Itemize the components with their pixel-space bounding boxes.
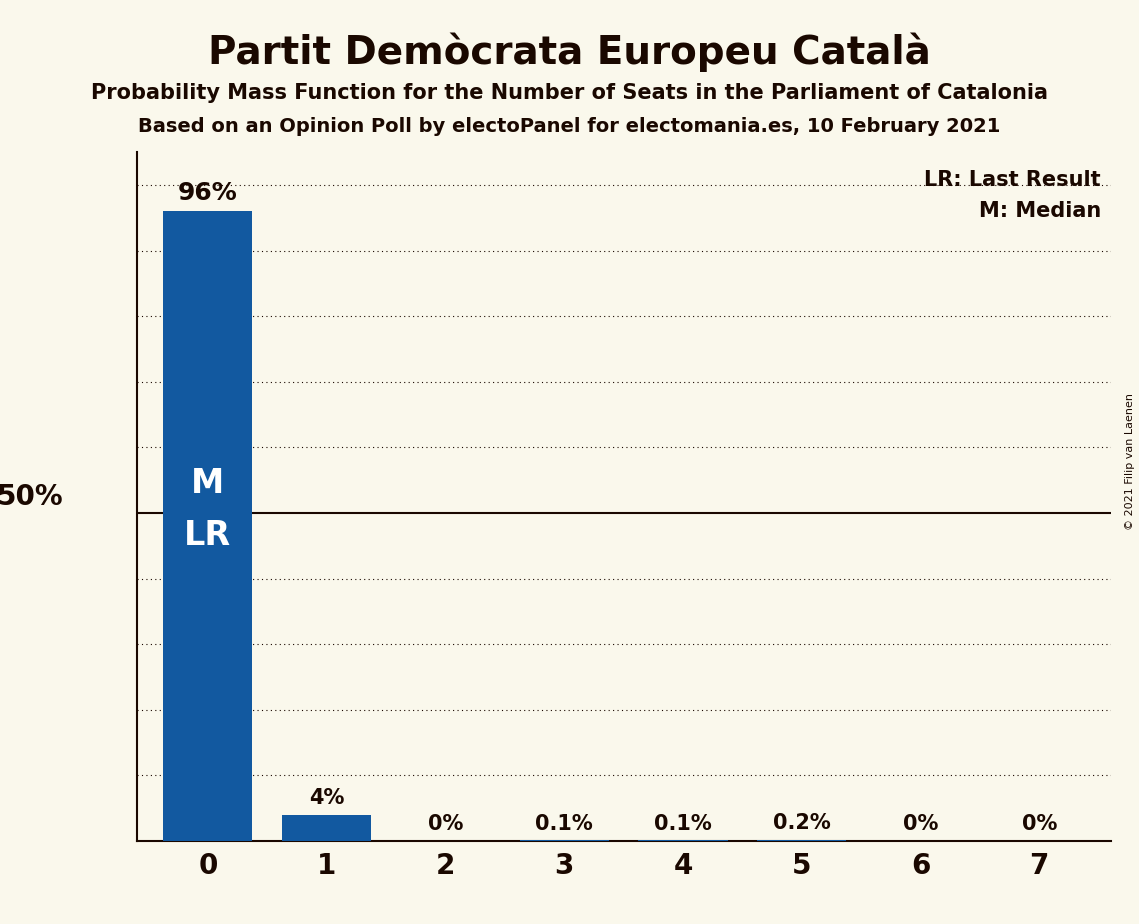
Text: 0%: 0% xyxy=(428,814,464,834)
Text: 0.2%: 0.2% xyxy=(773,813,830,833)
Text: Partit Demòcrata Europeu Català: Partit Demòcrata Europeu Català xyxy=(208,32,931,72)
Text: 0.1%: 0.1% xyxy=(535,814,593,833)
Text: LR: LR xyxy=(185,519,231,553)
Bar xyxy=(282,815,371,841)
Text: 50%: 50% xyxy=(0,482,64,511)
Text: 0.1%: 0.1% xyxy=(654,814,712,833)
Text: LR: Last Result: LR: Last Result xyxy=(924,170,1100,189)
Text: Based on an Opinion Poll by electoPanel for electomania.es, 10 February 2021: Based on an Opinion Poll by electoPanel … xyxy=(138,117,1001,137)
Text: Probability Mass Function for the Number of Seats in the Parliament of Catalonia: Probability Mass Function for the Number… xyxy=(91,83,1048,103)
Bar xyxy=(163,212,253,841)
Text: M: Median: M: Median xyxy=(978,201,1100,221)
Text: M: M xyxy=(191,467,224,500)
Text: 0%: 0% xyxy=(1022,814,1057,834)
Text: 0%: 0% xyxy=(903,814,939,834)
Text: © 2021 Filip van Laenen: © 2021 Filip van Laenen xyxy=(1125,394,1134,530)
Text: 96%: 96% xyxy=(178,181,238,205)
Bar xyxy=(757,840,846,841)
Text: 4%: 4% xyxy=(309,788,344,808)
